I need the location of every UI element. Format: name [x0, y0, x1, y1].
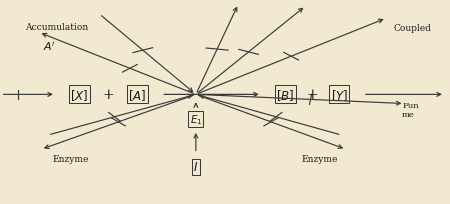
Text: $I$: $I$	[193, 160, 198, 173]
Text: Fun
me: Fun me	[402, 102, 419, 119]
Text: $[X]$: $[X]$	[70, 88, 88, 102]
Text: +: +	[306, 88, 318, 102]
Text: $[A]$: $[A]$	[128, 88, 147, 102]
Text: +: +	[103, 88, 114, 102]
Text: Enzyme: Enzyme	[301, 154, 338, 163]
Text: $[Y]$: $[Y]$	[331, 88, 348, 102]
Text: $E_1$: $E_1$	[189, 112, 202, 126]
Text: $A'$: $A'$	[43, 40, 56, 53]
Text: Accumulation: Accumulation	[25, 23, 89, 31]
Text: $[B]$: $[B]$	[276, 88, 295, 102]
Text: Coupled: Coupled	[393, 24, 431, 32]
Text: Enzyme: Enzyme	[52, 154, 88, 163]
